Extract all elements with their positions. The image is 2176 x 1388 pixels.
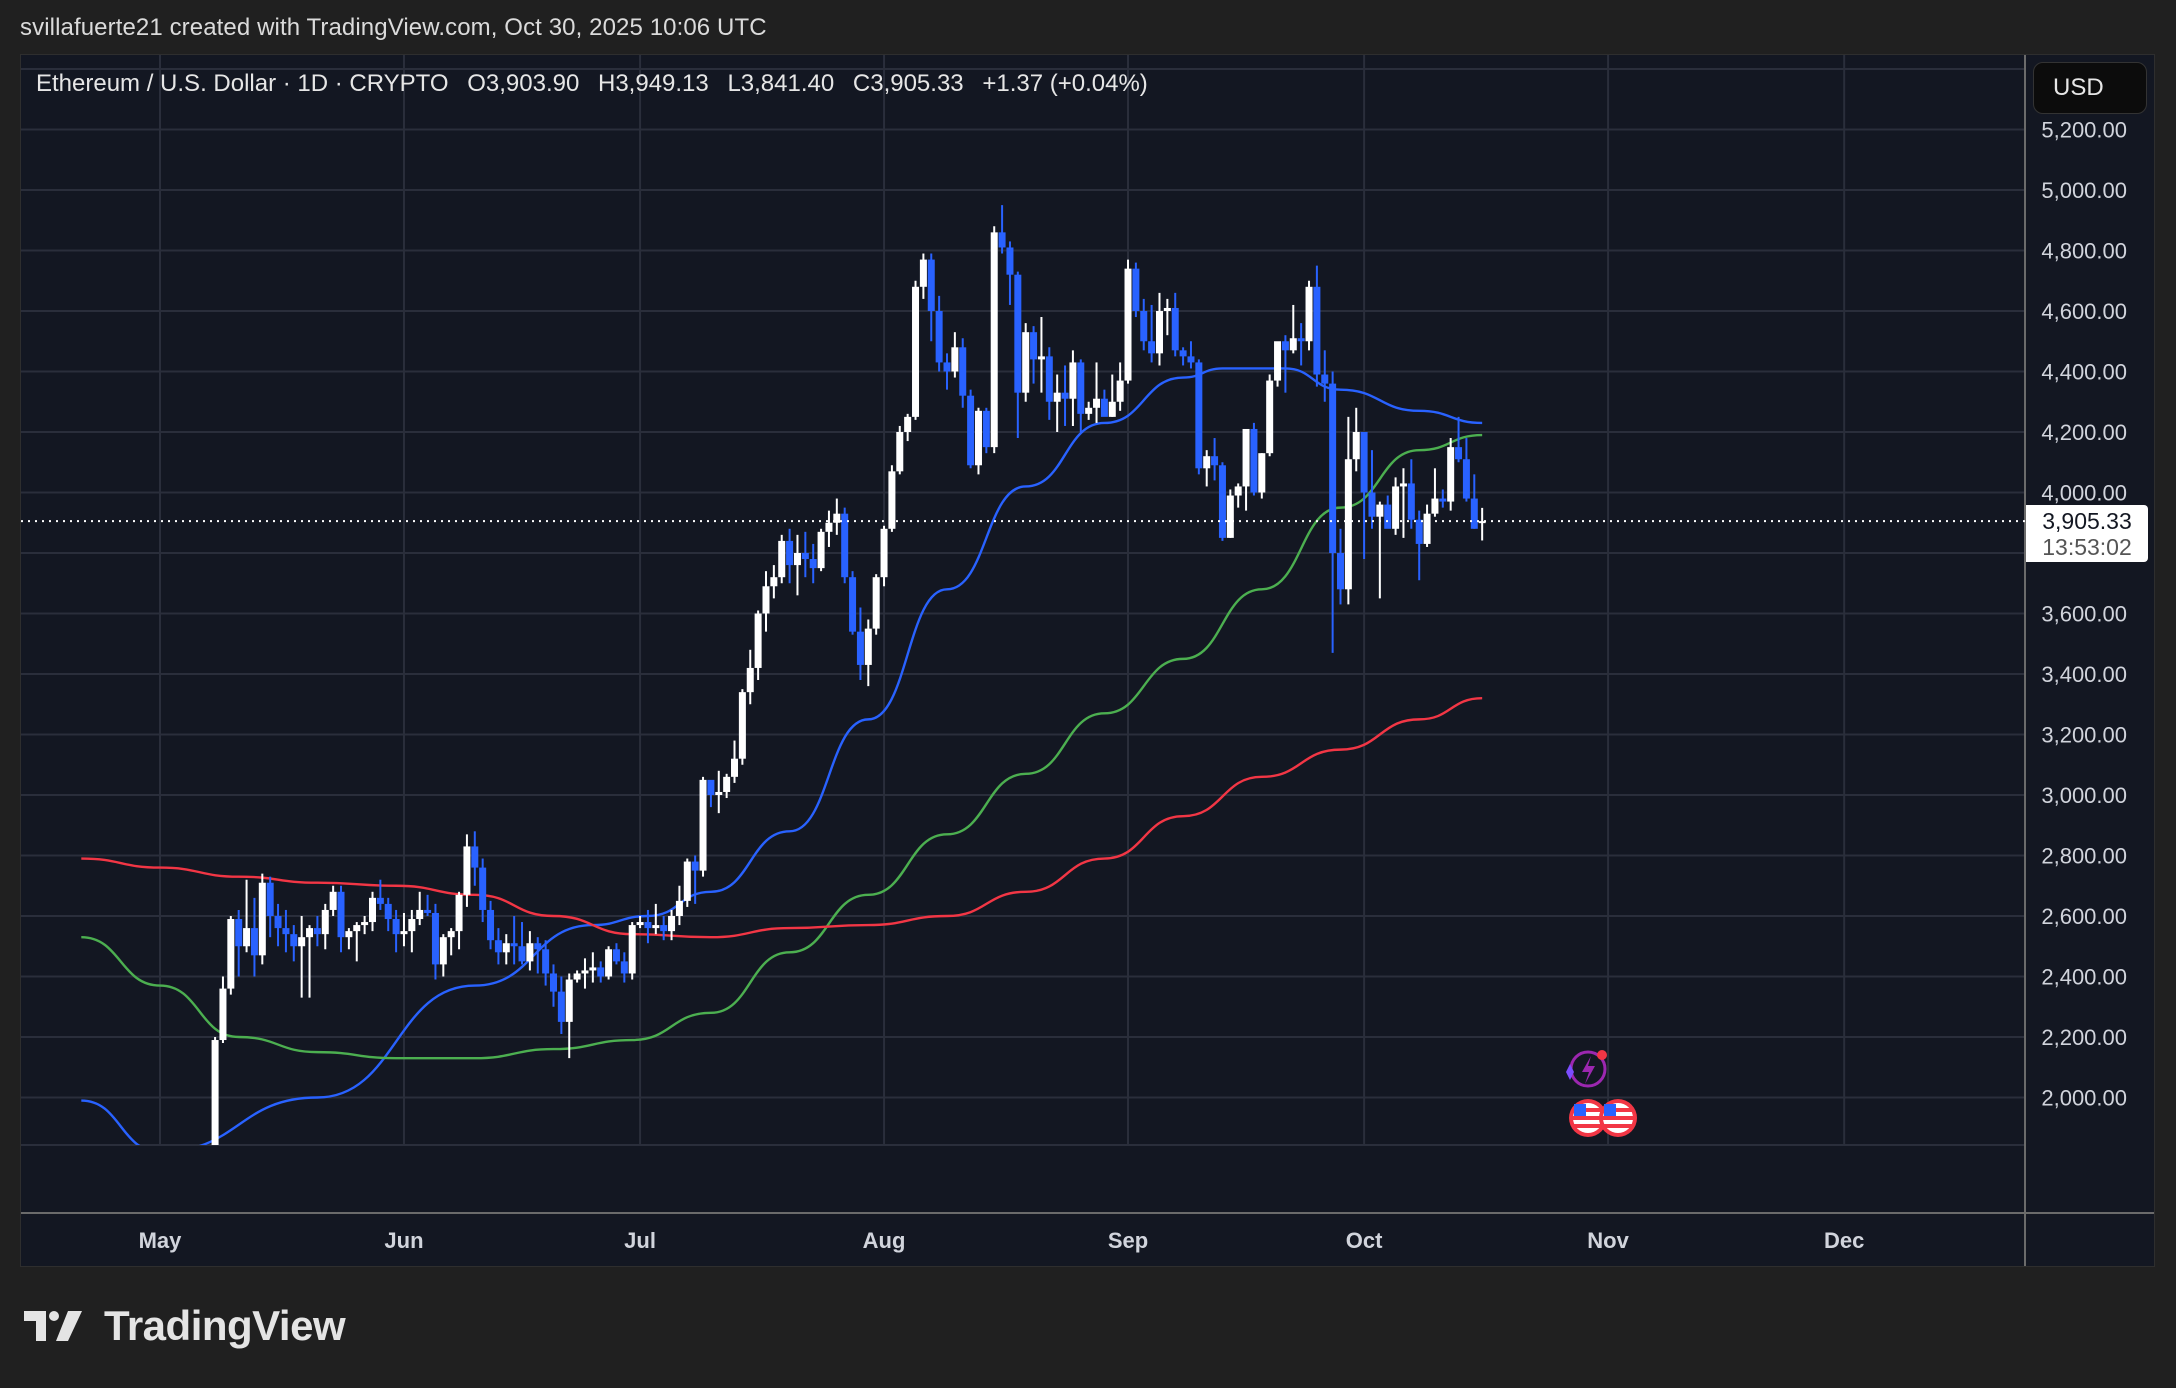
- tradingview-logo[interactable]: TradingView: [24, 1302, 346, 1350]
- time-tick-label: Sep: [1108, 1228, 1148, 1253]
- price-tick-label: 5,000.00: [2041, 178, 2127, 203]
- symbol-title[interactable]: Ethereum / U.S. Dollar · 1D · CRYPTO: [36, 70, 449, 97]
- time-tick-label: May: [139, 1228, 183, 1253]
- price-tick-label: 3,200.00: [2041, 723, 2127, 748]
- us-flag-economic-event-icon[interactable]: [1599, 1099, 1637, 1137]
- price-tick-label: 4,600.00: [2041, 299, 2127, 324]
- currency-button[interactable]: USD: [2033, 62, 2147, 114]
- grid: [21, 55, 2154, 1266]
- plot-area[interactable]: [81, 205, 1486, 1161]
- time-tick-label: Jun: [384, 1228, 423, 1253]
- events[interactable]: [1566, 1050, 1637, 1137]
- price-tick-label: 2,800.00: [2041, 844, 2127, 869]
- brand-name: TradingView: [104, 1302, 346, 1349]
- moving-average-line: [81, 697, 1483, 939]
- price-axis[interactable]: 2,000.00 2,200.00 2,400.00 2,600.00 2,800.00…: [2041, 118, 2127, 1111]
- time-tick-label: Jul: [624, 1228, 656, 1253]
- legend-open: O3,903.90: [467, 70, 580, 97]
- moving-average-line: [81, 433, 1483, 1060]
- earnings-lightning-icon[interactable]: [1566, 1050, 1607, 1088]
- price-tick-label: 2,600.00: [2041, 904, 2127, 929]
- time-tick-label: Dec: [1824, 1228, 1864, 1253]
- price-tick-label: 2,200.00: [2041, 1025, 2127, 1050]
- time-tick-label: Aug: [863, 1228, 906, 1253]
- price-tick-label: 3,600.00: [2041, 602, 2127, 627]
- price-tick-label: 5,200.00: [2041, 118, 2127, 143]
- moving-average-line: [81, 367, 1483, 1145]
- last-price-label: 3,905.33 13:53:02: [2026, 505, 2148, 562]
- time-tick-label: Nov: [1587, 1228, 1629, 1253]
- price-tick-label: 4,200.00: [2041, 420, 2127, 445]
- us-flag-economic-event-icon[interactable]: [1569, 1099, 1607, 1137]
- tradingview-logo-icon: [24, 1311, 82, 1341]
- price-tick-label: 3,400.00: [2041, 662, 2127, 687]
- symbol-legend: Ethereum / U.S. Dollar · 1D · CRYPTO O3,…: [36, 70, 1160, 98]
- time-tick-label: Oct: [1346, 1228, 1383, 1253]
- chart-frame[interactable]: [20, 54, 2155, 1267]
- legend-high: H3,949.13: [598, 70, 709, 97]
- last-price-value: 3,905.33: [2042, 508, 2132, 534]
- chart-caption: svillafuerte21 created with TradingView.…: [20, 14, 767, 41]
- candles: [211, 205, 1486, 1145]
- price-tick-label: 4,400.00: [2041, 360, 2127, 385]
- price-tick-label: 2,400.00: [2041, 965, 2127, 990]
- legend-change: +1.37 (+0.04%): [982, 70, 1148, 97]
- price-tick-label: 3,000.00: [2041, 783, 2127, 808]
- legend-close: C3,905.33: [852, 70, 964, 97]
- legend-low: L3,841.40: [727, 70, 835, 97]
- bar-countdown: 13:53:02: [2042, 534, 2132, 560]
- price-tick-label: 4,000.00: [2041, 481, 2127, 506]
- price-tick-label: 2,000.00: [2041, 1086, 2127, 1111]
- price-tick-label: 4,800.00: [2041, 239, 2127, 264]
- time-axis[interactable]: May Jun Jul Aug Sep Oct Nov Dec: [139, 1228, 1865, 1253]
